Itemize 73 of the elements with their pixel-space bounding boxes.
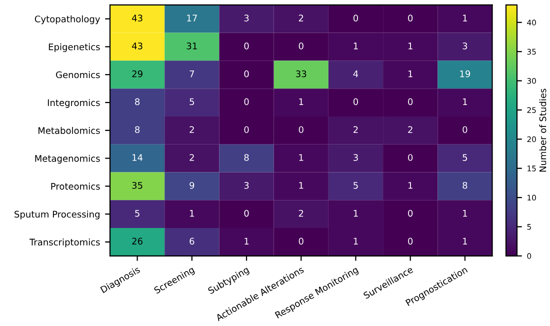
data-label: 1	[299, 182, 304, 189]
data-label: 5	[135, 210, 140, 217]
data-label: 0	[244, 126, 249, 134]
data-label: 1	[408, 70, 412, 78]
data-label: 0	[244, 98, 249, 106]
data-label: 1	[463, 98, 467, 105]
data-label: 0	[298, 42, 304, 50]
y-tick-label: Metagenomics	[35, 154, 100, 164]
data-label: 1	[354, 210, 358, 217]
data-label: 17	[187, 14, 197, 22]
data-label: 5	[190, 98, 194, 106]
y-tick-label: Transcriptomics	[29, 238, 100, 248]
data-label: 43	[132, 42, 142, 50]
y-tick-label: Metabolomics	[38, 126, 100, 134]
y-tick-label: Proteomics	[51, 182, 100, 190]
data-label: 3	[244, 182, 249, 189]
data-label: 33	[296, 70, 306, 78]
data-label: 1	[408, 182, 412, 189]
data-label: 0	[408, 14, 413, 22]
data-label: 2	[190, 126, 194, 133]
data-label: 31	[186, 42, 197, 50]
data-label: 1	[244, 238, 249, 244]
data-label: 0	[408, 98, 413, 106]
data-label: 1	[354, 42, 358, 50]
data-label: 35	[132, 182, 142, 189]
color-bar-title: Number of Studies	[539, 88, 546, 172]
data-label: 29	[132, 70, 142, 78]
data-label: 0	[244, 70, 249, 78]
data-label: 3	[354, 154, 358, 161]
data-label: 1	[463, 14, 467, 22]
data-label: 0	[353, 14, 358, 22]
y-tick-label: Sputum Processing	[14, 210, 100, 220]
y-tick-label: Integromics	[48, 99, 100, 108]
data-label: 0	[244, 210, 249, 217]
data-label: 1	[463, 210, 467, 217]
data-label: 43	[132, 14, 142, 22]
data-label: 2	[190, 154, 194, 161]
y-tick-label: Genomics	[56, 71, 100, 78]
data-label: 1	[299, 98, 304, 105]
data-label: 1	[299, 154, 304, 161]
data-label: 6	[190, 238, 194, 245]
data-label: 9	[190, 182, 194, 189]
data-label: 7	[190, 70, 194, 78]
data-label: 1	[354, 238, 358, 244]
data-label: 4	[353, 70, 358, 78]
data-label: 0	[462, 126, 468, 134]
data-label: 0	[298, 238, 304, 245]
y-tick-label: Epigenetics	[48, 43, 100, 52]
data-label: 2	[408, 126, 412, 133]
data-label: 0	[244, 42, 249, 50]
data-label: 8	[135, 126, 140, 134]
data-label: 8	[135, 98, 140, 106]
data-label: 1	[463, 238, 467, 244]
data-label: 8	[462, 182, 468, 189]
data-label: 2	[354, 126, 358, 133]
data-label: 1	[190, 210, 194, 217]
data-label: 19	[460, 70, 470, 78]
data-label: 8	[244, 154, 249, 161]
data-label: 2	[298, 210, 304, 217]
data-label: 0	[298, 126, 304, 134]
data-label: 3	[244, 14, 249, 22]
data-label: 0	[408, 154, 413, 161]
data-label: 3	[462, 42, 468, 50]
data-label: 26	[132, 238, 142, 245]
data-label: 5	[462, 154, 468, 161]
data-label: 0	[408, 238, 413, 245]
y-tick-label: Cytopathology	[34, 15, 100, 24]
data-label: 0	[353, 98, 358, 106]
data-label: 14	[132, 154, 143, 161]
data-label: 2	[298, 14, 304, 22]
data-label: 5	[354, 182, 358, 189]
data-label: 1	[408, 42, 412, 50]
data-label: 0	[408, 210, 413, 217]
